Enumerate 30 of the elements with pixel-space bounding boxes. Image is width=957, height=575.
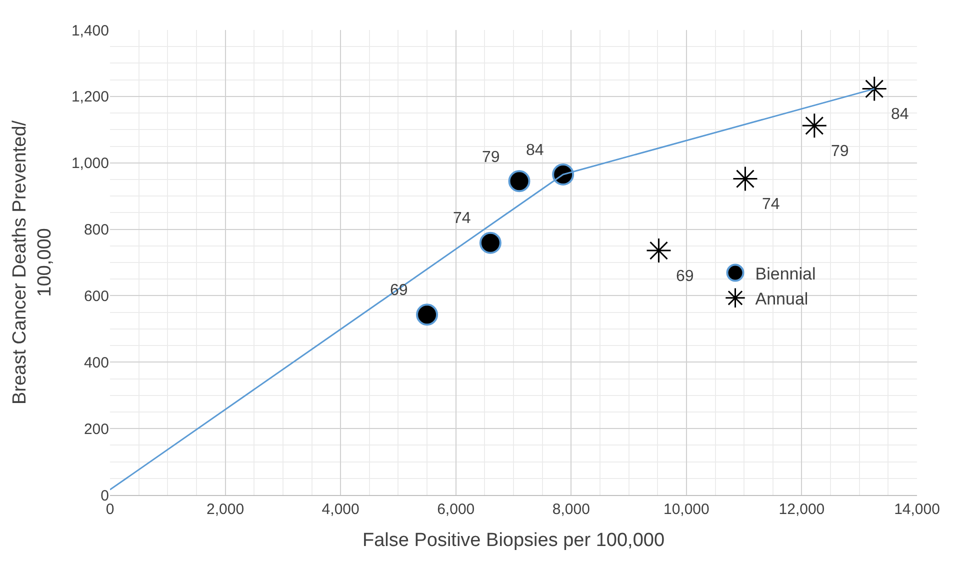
x-tick-label: 6,000 (437, 501, 475, 518)
point (552, 163, 574, 186)
annotation: 74 (762, 196, 780, 213)
y-tick-label: 200 (84, 420, 109, 438)
point (508, 170, 530, 192)
legend-label: Biennial (755, 264, 816, 284)
x-tick-label: 12,000 (778, 501, 825, 518)
point (479, 232, 502, 254)
y-tick-label: 600 (84, 288, 109, 305)
x-axis-title: False Positive Biopsies per 100,000 (362, 530, 665, 551)
annotation: 69 (676, 268, 694, 285)
point (416, 304, 438, 326)
annotation: 74 (453, 210, 471, 227)
y-axis-title: Breast Cancer Deaths Prevented/ 100,000 (10, 120, 56, 405)
x-tick-label: 8,000 (552, 501, 590, 518)
x-tick-label: 10,000 (663, 501, 710, 518)
y-tick-label: 1,400 (71, 22, 109, 40)
y-tick-label: 1,000 (71, 155, 109, 172)
x-tick-label: 2,000 (206, 501, 244, 518)
annotation: 84 (891, 106, 909, 123)
y-tick-label: 1,200 (71, 88, 109, 106)
x-tick-label: 4,000 (322, 501, 360, 518)
x-tick-label: 14,000 (894, 501, 940, 518)
annotation: 84 (526, 142, 544, 159)
y-tick-label: 0 (100, 487, 109, 504)
y-tick-label: 800 (84, 222, 109, 239)
legend-label: Annual (755, 290, 808, 309)
annotation: 79 (831, 143, 849, 160)
y-tick-label: 400 (84, 354, 109, 372)
annotation: 79 (482, 149, 500, 166)
